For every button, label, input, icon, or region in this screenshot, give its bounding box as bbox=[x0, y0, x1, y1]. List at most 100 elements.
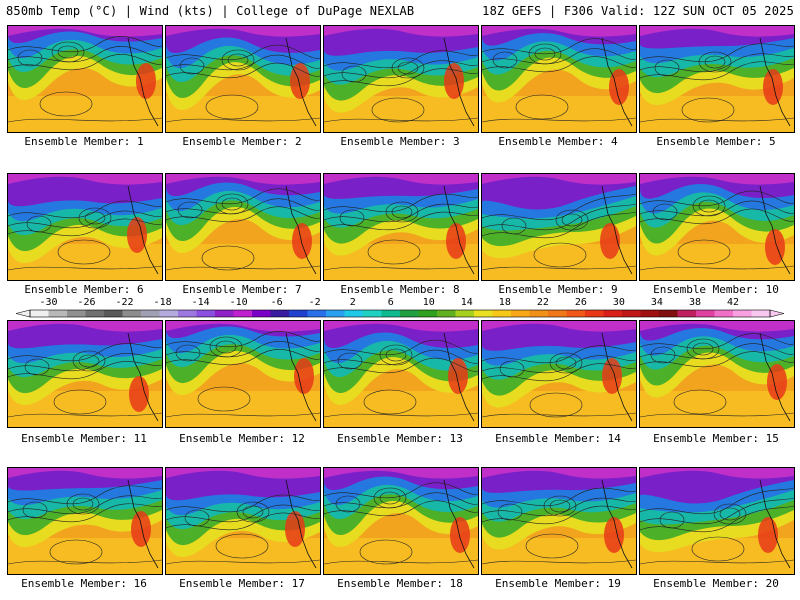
ensemble-member-map bbox=[639, 25, 795, 133]
ensemble-member-map bbox=[7, 25, 163, 133]
colorbar-swatch bbox=[307, 310, 327, 317]
colorbar-tick-label: 42 bbox=[726, 297, 740, 308]
ensemble-member-label: Ensemble Member: 8 bbox=[340, 283, 460, 296]
ensemble-member-label: Ensemble Member: 5 bbox=[656, 135, 776, 148]
colorbar-min-arrow bbox=[15, 309, 31, 318]
ensemble-member-map bbox=[7, 173, 163, 281]
ensemble-member-label: Ensemble Member: 1 bbox=[24, 135, 144, 148]
colorbar-tick-label: -30 bbox=[39, 297, 58, 308]
colorbar-swatch bbox=[659, 310, 678, 317]
colorbar-tick-label: -2 bbox=[308, 297, 321, 308]
colorbar-swatch bbox=[381, 310, 401, 317]
ensemble-member-map bbox=[165, 467, 321, 575]
colorbar-swatch bbox=[141, 310, 160, 317]
ensemble-member-label: Ensemble Member: 3 bbox=[340, 135, 460, 148]
ensemble-member-label: Ensemble Member: 2 bbox=[182, 135, 302, 148]
colorbar-graphic bbox=[15, 309, 785, 318]
colorbar-tick-label: 18 bbox=[498, 297, 511, 308]
ensemble-member-label: Ensemble Member: 13 bbox=[337, 432, 463, 445]
colorbar-swatch bbox=[622, 310, 641, 317]
colorbar-tick-label: -26 bbox=[77, 297, 96, 308]
colorbar-tick-label: -10 bbox=[229, 297, 248, 308]
ensemble-member-label: Ensemble Member: 7 bbox=[182, 283, 302, 296]
colorbar-swatch bbox=[159, 310, 179, 317]
colorbar-tick-label: 38 bbox=[688, 297, 701, 308]
colorbar-tick-label: -14 bbox=[191, 297, 210, 308]
ensemble-member-label: Ensemble Member: 15 bbox=[653, 432, 779, 445]
ensemble-member-label: Ensemble Member: 12 bbox=[179, 432, 305, 445]
colorbar-swatch bbox=[566, 310, 586, 317]
colorbar-swatch bbox=[48, 310, 68, 317]
ensemble-member-label: Ensemble Member: 20 bbox=[653, 577, 779, 590]
ensemble-member-map bbox=[639, 173, 795, 281]
colorbar-swatch bbox=[215, 310, 234, 317]
colorbar-swatch bbox=[418, 310, 438, 317]
ensemble-member-map bbox=[323, 320, 479, 428]
colorbar-swatch bbox=[104, 310, 123, 317]
colorbar-swatch bbox=[400, 310, 419, 317]
colorbar-swatch bbox=[289, 310, 308, 317]
colorbar-tick-label: 6 bbox=[387, 297, 394, 308]
colorbar-tick-label: -18 bbox=[153, 297, 172, 308]
ensemble-member-map bbox=[639, 467, 795, 575]
ensemble-member-map bbox=[323, 25, 479, 133]
colorbar-swatch bbox=[714, 310, 734, 317]
ensemble-member-map bbox=[481, 320, 637, 428]
colorbar-swatch bbox=[67, 310, 86, 317]
colorbar-tick-label: 26 bbox=[574, 297, 587, 308]
colorbar-swatch bbox=[696, 310, 715, 317]
colorbar-swatch bbox=[733, 310, 752, 317]
colorbar-swatch bbox=[474, 310, 493, 317]
colorbar-tick-label: -22 bbox=[115, 297, 134, 308]
ensemble-member-map bbox=[7, 467, 163, 575]
ensemble-member-map bbox=[7, 320, 163, 428]
colorbar-max-arrow bbox=[769, 309, 785, 318]
temperature-colorbar bbox=[14, 300, 786, 320]
ensemble-member-label: Ensemble Member: 6 bbox=[24, 283, 144, 296]
colorbar-swatch bbox=[640, 310, 660, 317]
colorbar-tick-label: 22 bbox=[536, 297, 549, 308]
map-title: 850mb Temp (°C) | Wind (kts) | College o… bbox=[6, 4, 415, 18]
colorbar-swatch bbox=[529, 310, 549, 317]
colorbar-swatch bbox=[585, 310, 604, 317]
colorbar-swatch bbox=[122, 310, 142, 317]
colorbar-swatch bbox=[252, 310, 271, 317]
colorbar-swatch bbox=[233, 310, 253, 317]
ensemble-member-map bbox=[481, 25, 637, 133]
ensemble-member-map bbox=[481, 173, 637, 281]
colorbar-swatch bbox=[178, 310, 197, 317]
ensemble-member-map bbox=[165, 320, 321, 428]
colorbar-swatch bbox=[603, 310, 623, 317]
colorbar-tick-label: 30 bbox=[612, 297, 625, 308]
ensemble-member-map bbox=[481, 467, 637, 575]
colorbar-swatch bbox=[30, 310, 49, 317]
ensemble-member-label: Ensemble Member: 19 bbox=[495, 577, 621, 590]
ensemble-member-map bbox=[323, 467, 479, 575]
colorbar-swatch bbox=[196, 310, 216, 317]
colorbar-outline bbox=[29, 309, 771, 318]
ensemble-member-map bbox=[323, 173, 479, 281]
ensemble-member-label: Ensemble Member: 4 bbox=[498, 135, 618, 148]
ensemble-member-label: Ensemble Member: 11 bbox=[21, 432, 147, 445]
colorbar-swatch bbox=[85, 310, 105, 317]
colorbar-swatch bbox=[548, 310, 567, 317]
ensemble-member-label: Ensemble Member: 9 bbox=[498, 283, 618, 296]
colorbar-swatch bbox=[751, 310, 771, 317]
colorbar-swatch bbox=[270, 310, 290, 317]
ensemble-member-label: Ensemble Member: 14 bbox=[495, 432, 621, 445]
ensemble-member-label: Ensemble Member: 18 bbox=[337, 577, 463, 590]
ensemble-member-map bbox=[639, 320, 795, 428]
colorbar-swatch bbox=[326, 310, 345, 317]
colorbar-swatch bbox=[677, 310, 697, 317]
ensemble-member-label: Ensemble Member: 17 bbox=[179, 577, 305, 590]
colorbar-tick-label: 14 bbox=[460, 297, 473, 308]
run-valid-time: 18Z GEFS | F306 Valid: 12Z SUN OCT 05 20… bbox=[482, 4, 794, 18]
ensemble-member-map bbox=[165, 173, 321, 281]
colorbar-tick-label: -6 bbox=[270, 297, 283, 308]
ensemble-member-map bbox=[165, 25, 321, 133]
colorbar-swatch bbox=[437, 310, 456, 317]
ensemble-member-label: Ensemble Member: 16 bbox=[21, 577, 147, 590]
ensemble-member-label: Ensemble Member: 10 bbox=[653, 283, 779, 296]
colorbar-swatch bbox=[363, 310, 382, 317]
colorbar-tick-label: 2 bbox=[349, 297, 356, 308]
